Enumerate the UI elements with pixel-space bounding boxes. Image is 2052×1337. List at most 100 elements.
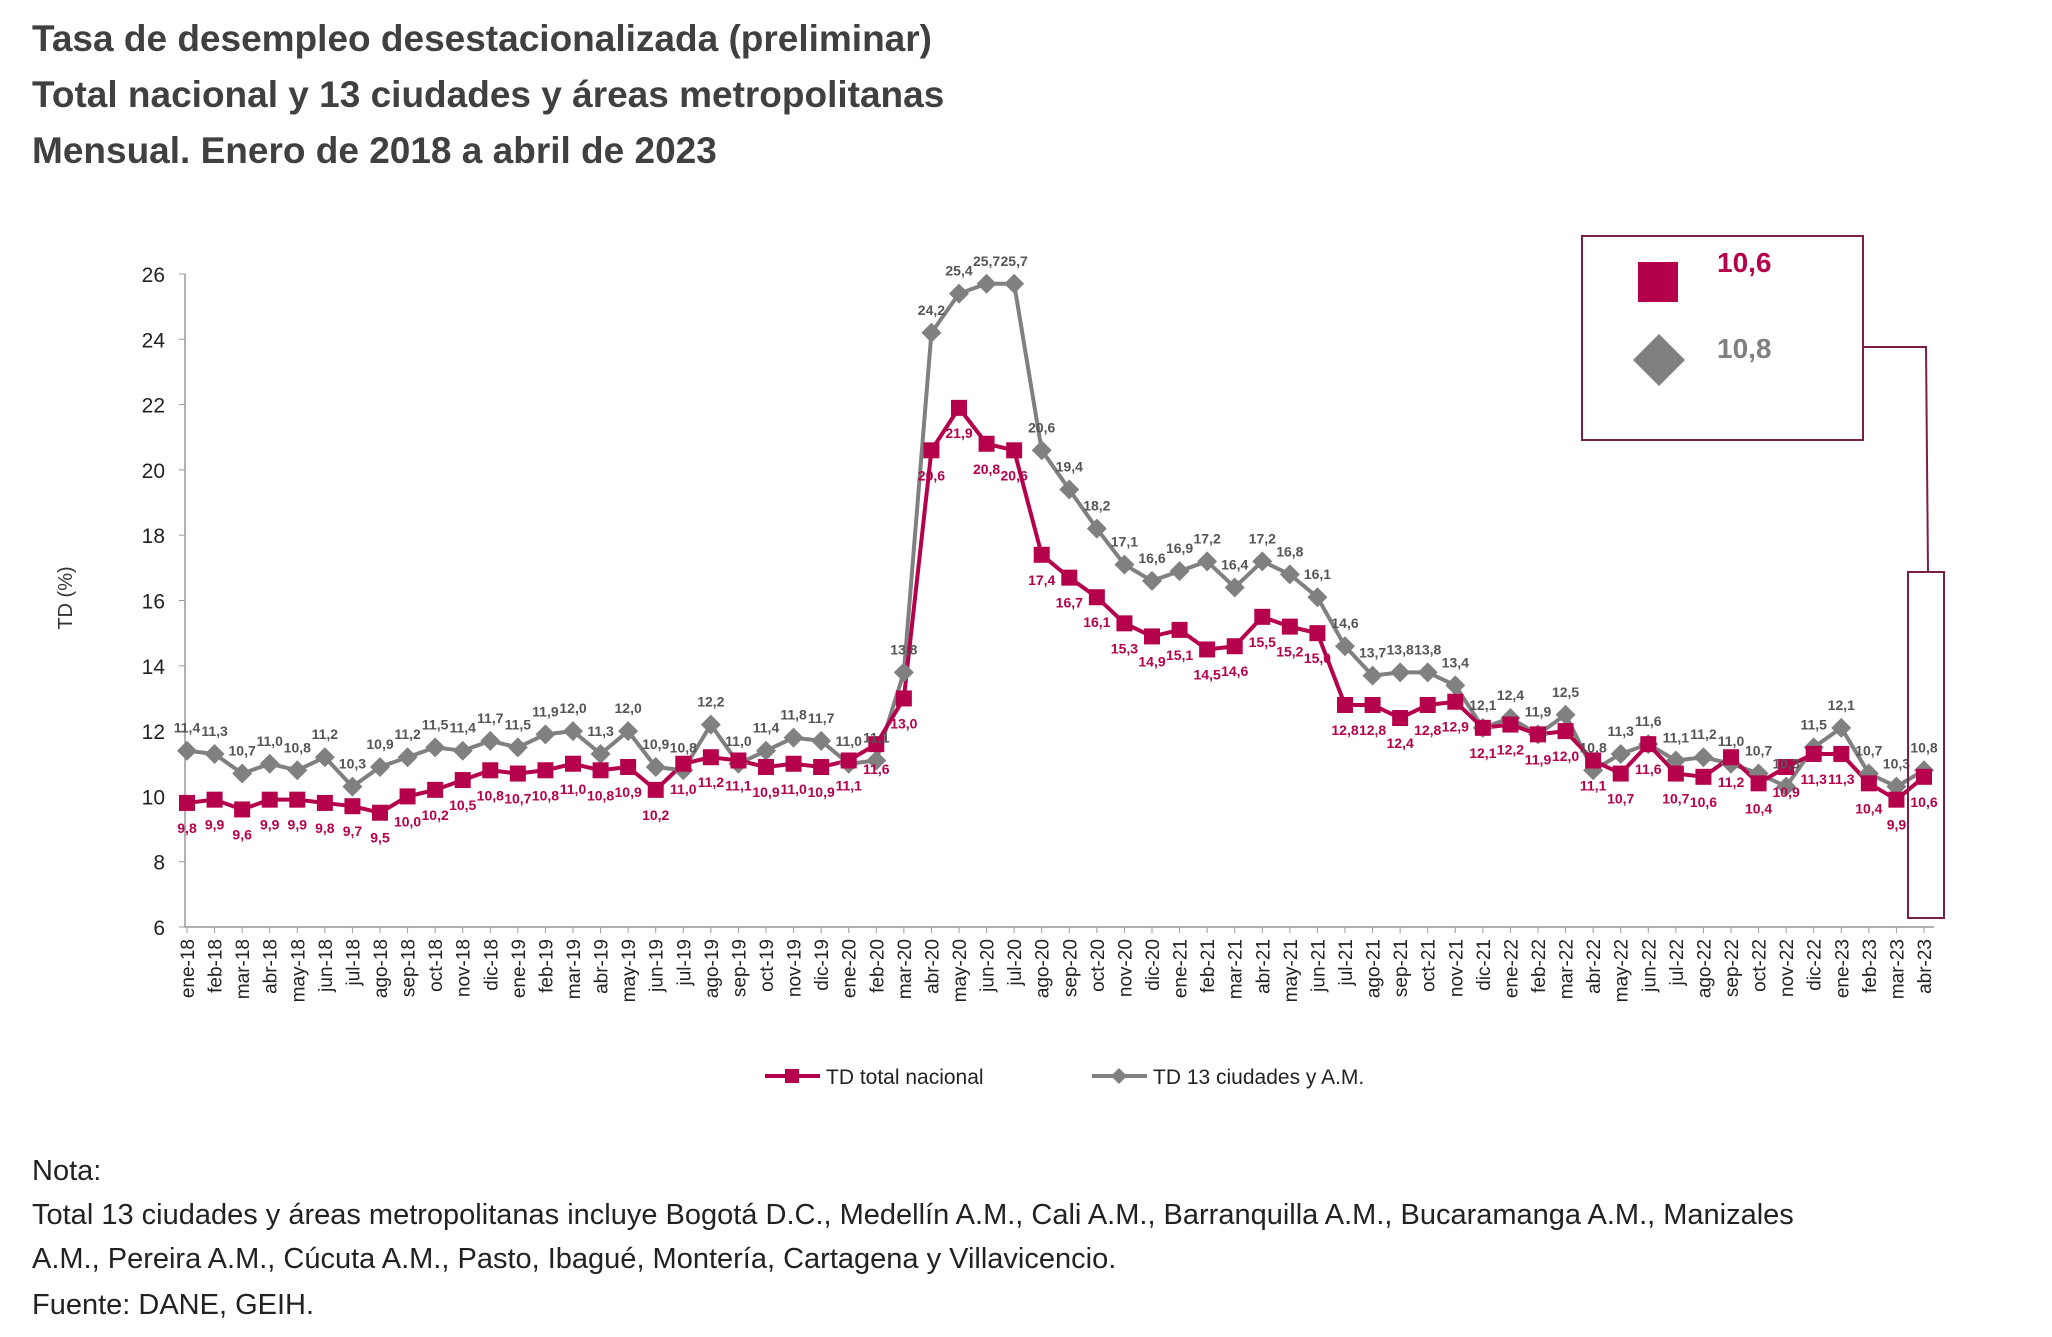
- data-point-cities: [1197, 551, 1218, 572]
- data-label-national: 11,6: [1635, 761, 1662, 777]
- x-tick-label: jun-19: [647, 939, 668, 993]
- data-point-cities: [287, 760, 308, 781]
- x-tick-label: may-21: [1281, 939, 1302, 1002]
- x-tick-label: feb-21: [1198, 939, 1219, 993]
- data-label-cities: 17,2: [1249, 530, 1276, 546]
- x-tick-label: oct-18: [426, 939, 447, 992]
- data-label-cities: 10,8: [670, 739, 697, 755]
- x-tick-label: dic-20: [1143, 939, 1164, 991]
- data-point-cities: [893, 662, 914, 683]
- data-label-national: 15,2: [1276, 644, 1303, 660]
- x-tick-label: may-22: [1612, 939, 1633, 1002]
- data-point-national: [1916, 768, 1932, 785]
- data-point-cities: [1169, 561, 1190, 582]
- data-point-national: [1447, 693, 1464, 710]
- data-point-national: [537, 762, 554, 779]
- y-tick-label: 20: [142, 460, 165, 483]
- data-label-national: 11,0: [670, 781, 697, 797]
- data-point-cities: [1004, 273, 1025, 294]
- data-point-national: [1640, 736, 1657, 753]
- chart-subtitle: Total nacional y 13 ciudades y áreas met…: [32, 74, 945, 115]
- x-tick-label: ago-19: [702, 939, 723, 998]
- data-label-national: 15,0: [1304, 650, 1331, 666]
- data-point-national: [234, 801, 251, 818]
- data-point-cities: [314, 747, 335, 768]
- data-point-national: [1888, 791, 1905, 808]
- data-label-national: 10,4: [1855, 800, 1882, 816]
- data-point-national: [895, 690, 912, 707]
- x-tick-label: mar-18: [233, 939, 254, 999]
- data-point-cities: [342, 776, 363, 797]
- data-point-national: [1612, 765, 1629, 782]
- data-label-national: 9,5: [370, 830, 390, 846]
- data-point-cities: [976, 273, 997, 294]
- data-point-cities: [507, 737, 528, 758]
- data-label-cities: 11,4: [753, 720, 780, 736]
- data-label-cities: 11,5: [505, 716, 532, 732]
- data-label-cities: 10,7: [1745, 743, 1772, 759]
- data-label-national: 10,4: [1745, 800, 1772, 816]
- data-label-national: 15,3: [1111, 640, 1138, 656]
- data-label-national: 12,0: [1552, 748, 1579, 764]
- data-label-national: 10,8: [587, 787, 614, 803]
- data-label-cities: 11,4: [174, 720, 201, 736]
- data-label-cities: 13,8: [1387, 641, 1414, 657]
- data-label-national: 11,6: [863, 761, 890, 777]
- x-tick-label: ene-19: [509, 939, 530, 998]
- x-tick-label: jul-18: [343, 939, 364, 986]
- diamond-icon: [1633, 334, 1685, 386]
- data-point-cities: [700, 714, 721, 735]
- data-label-national: 16,1: [1083, 614, 1110, 630]
- data-label-national: 12,8: [1331, 722, 1358, 738]
- data-point-cities: [1252, 551, 1273, 572]
- data-label-cities: 17,1: [1111, 534, 1138, 550]
- data-point-national: [1667, 765, 1684, 782]
- data-label-national: 11,3: [1800, 771, 1827, 787]
- data-label-cities: 11,2: [394, 726, 421, 742]
- x-tick-label: jul-21: [1336, 939, 1357, 986]
- data-label-cities: 10,8: [1910, 739, 1937, 755]
- data-point-cities: [1776, 776, 1797, 797]
- data-label-cities: 11,7: [477, 710, 504, 726]
- data-point-national: [923, 442, 940, 459]
- note-heading: Nota:: [32, 1155, 102, 1187]
- data-label-national: 20,6: [1001, 467, 1028, 483]
- chart-period: Mensual. Enero de 2018 a abril de 2023: [32, 130, 717, 171]
- x-tick-label: nov-22: [1777, 939, 1798, 997]
- data-point-national: [1281, 618, 1298, 635]
- x-tick-label: mar-21: [1226, 939, 1247, 999]
- data-point-cities: [1390, 662, 1411, 683]
- data-label-cities: 11,9: [1525, 703, 1552, 719]
- x-tick-label: may-19: [619, 939, 640, 1002]
- data-label-national: 10,2: [422, 807, 449, 823]
- data-label-national: 10,9: [752, 784, 779, 800]
- data-point-cities: [1142, 570, 1162, 591]
- data-label-cities: 13,8: [1414, 641, 1441, 657]
- data-label-cities: 11,5: [1800, 716, 1827, 732]
- data-label-cities: 18,2: [1083, 498, 1110, 514]
- data-point-cities: [866, 750, 887, 771]
- data-label-cities: 11,6: [1635, 713, 1662, 729]
- data-point-cities: [645, 757, 666, 778]
- data-point-cities: [370, 757, 390, 778]
- data-point-cities: [1555, 704, 1576, 725]
- data-point-national: [1364, 696, 1381, 713]
- data-point-national: [372, 804, 388, 821]
- data-point-cities: [452, 740, 473, 761]
- data-label-cities: 11,3: [201, 723, 228, 739]
- x-tick-label: abr-20: [922, 939, 943, 994]
- data-point-national: [1419, 696, 1436, 713]
- data-point-cities: [177, 740, 197, 761]
- data-label-national: 21,9: [945, 425, 972, 441]
- data-point-national: [1226, 638, 1243, 655]
- data-point-national: [1088, 589, 1105, 606]
- data-point-national: [1502, 716, 1519, 733]
- callout-cities-value: 10,8: [1717, 333, 1772, 364]
- data-label-cities: 12,5: [1552, 684, 1579, 700]
- data-label-national: 9,9: [288, 817, 308, 833]
- data-label-national: 15,5: [1249, 634, 1276, 650]
- x-tick-label: dic-21: [1474, 939, 1495, 991]
- data-label-national: 14,5: [1194, 666, 1221, 682]
- data-point-national: [1750, 775, 1767, 792]
